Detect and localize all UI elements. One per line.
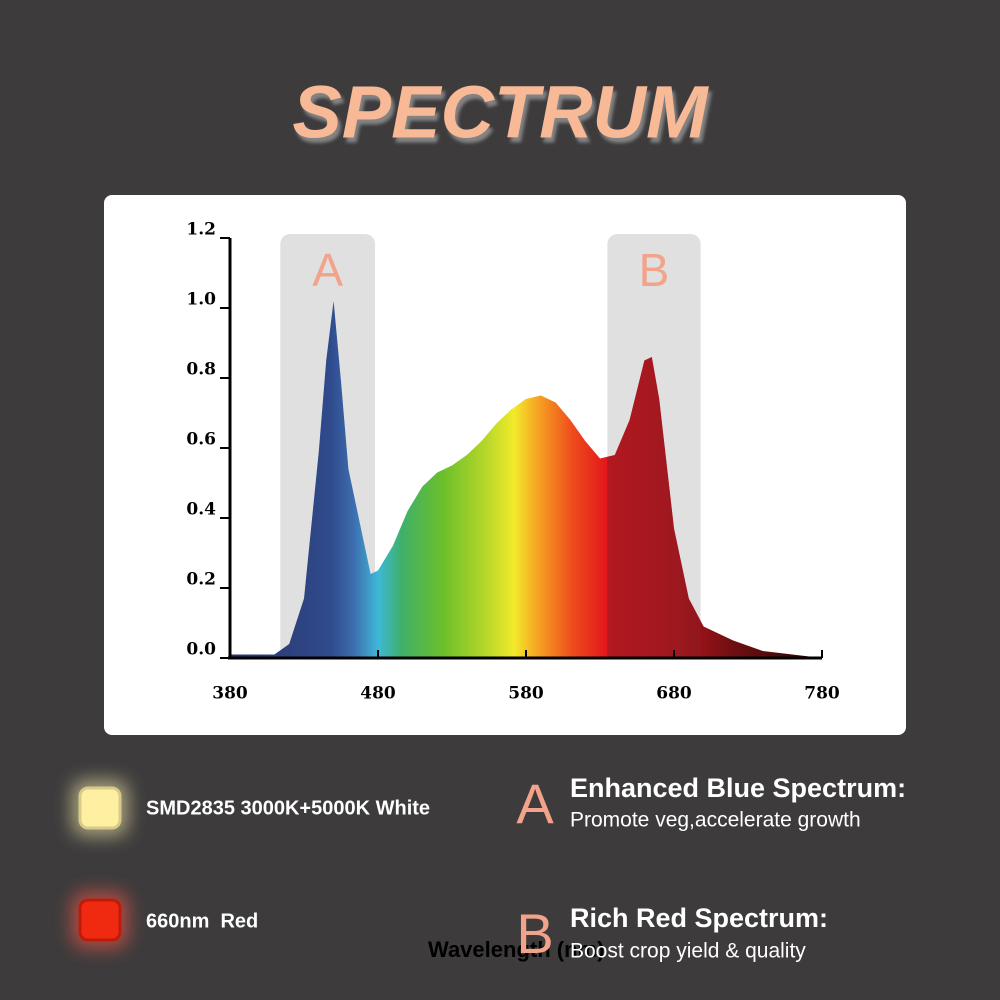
plot-area: A B 0.0 0.2 0.4 0.6 0.8 1.0 1.2 380 480 580 680 780 — [186, 220, 839, 704]
feature-title: Enhanced Blue Spectrum: — [570, 773, 906, 803]
feature-title: Rich Red Spectrum: — [570, 903, 828, 933]
y-tick-label: 1.0 — [186, 290, 216, 310]
y-tick-label: 0.2 — [186, 570, 216, 590]
y-tick-label: 0.4 — [186, 500, 216, 520]
legend-label: 660nm Red — [146, 910, 258, 932]
feature-text: Promote veg,accelerate growth — [570, 809, 861, 832]
y-tick-label: 0.6 — [186, 430, 216, 450]
x-tick-label: 680 — [656, 684, 692, 704]
feature-text: Boost crop yield & quality — [570, 940, 806, 963]
band-tint — [607, 357, 701, 658]
y-tick-label: 0.8 — [186, 360, 216, 380]
white-led-icon — [78, 786, 122, 830]
band-letter: A — [312, 244, 343, 296]
y-tick-label: 0.0 — [186, 640, 216, 660]
band-letter: B — [639, 244, 670, 296]
page-title: SPECTRUM — [292, 71, 709, 154]
x-tick-label: 780 — [804, 684, 840, 704]
y-tick-label: 1.2 — [186, 220, 216, 240]
feature-letter: A — [516, 772, 554, 835]
legend-label: SMD2835 3000K+5000K White — [146, 797, 430, 819]
x-tick-label: 480 — [360, 684, 396, 704]
red-led-icon — [78, 898, 122, 942]
x-tick-label: 380 — [212, 684, 248, 704]
feature-letter: B — [516, 902, 553, 965]
x-tick-label: 580 — [508, 684, 544, 704]
x-axis-title: Wavelength (nm) — [428, 937, 604, 962]
